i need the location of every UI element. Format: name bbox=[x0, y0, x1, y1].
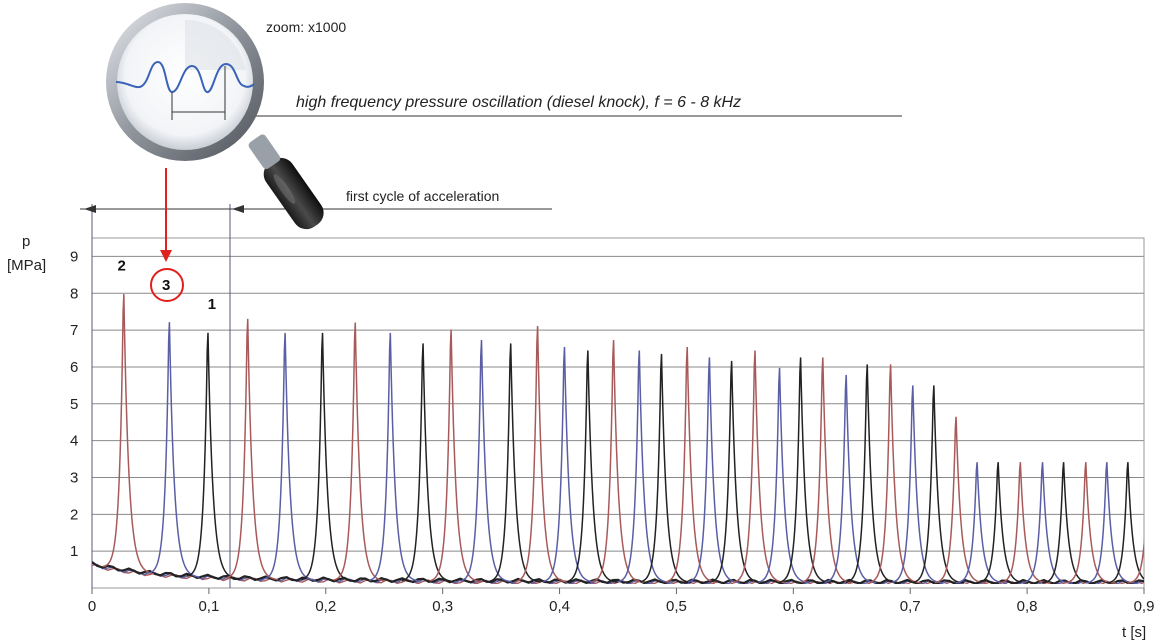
cycle-boundary-lines bbox=[91, 204, 231, 588]
pressure-peak bbox=[333, 322, 386, 582]
zoomed-oscillation-curve bbox=[115, 60, 255, 94]
magnifier-icon bbox=[106, 3, 324, 230]
y-tick-label: 1 bbox=[70, 543, 78, 560]
pressure-peak bbox=[460, 339, 512, 583]
x-tick-label: 0,6 bbox=[783, 598, 804, 615]
grid-lines bbox=[91, 237, 1145, 589]
y-tick-label: 5 bbox=[70, 396, 78, 413]
y-tick-label: 4 bbox=[70, 433, 78, 450]
pressure-peak bbox=[758, 367, 810, 584]
pressure-peak bbox=[617, 350, 670, 584]
pressure-peak bbox=[801, 357, 854, 584]
pressure-peak bbox=[102, 294, 155, 575]
x-tick-label: 0,2 bbox=[315, 598, 336, 615]
zoom-pointer-arrow bbox=[160, 168, 172, 262]
pressure-peak bbox=[1106, 462, 1144, 584]
y-axis-label: p [MPa] bbox=[7, 233, 46, 274]
x-axis-label: t [s] bbox=[1122, 624, 1146, 641]
pressure-traces bbox=[92, 294, 1144, 584]
pressure-peak bbox=[869, 364, 921, 584]
pressure-peak bbox=[891, 385, 944, 584]
x-tick-label: 0,1 bbox=[198, 598, 219, 615]
pressure-peak bbox=[429, 329, 482, 583]
pressure-peak bbox=[779, 357, 831, 584]
pressure-peak bbox=[1064, 462, 1116, 584]
pressure-peak bbox=[687, 357, 740, 584]
pressure-peak bbox=[592, 339, 644, 583]
pressure-peak bbox=[733, 350, 786, 584]
pressure-peak bbox=[543, 346, 595, 583]
pressure-peak bbox=[640, 353, 692, 584]
y-tick-label: 7 bbox=[70, 322, 78, 339]
pressure-peak bbox=[147, 322, 200, 578]
zoom-label: zoom: x1000 bbox=[266, 19, 346, 35]
peak-label: 1 bbox=[208, 296, 216, 313]
pressure-peak bbox=[1127, 537, 1144, 584]
pressure-peak bbox=[710, 360, 762, 584]
pressure-peak bbox=[824, 374, 877, 584]
pressure-peak bbox=[1042, 462, 1094, 584]
pressure-peak bbox=[301, 332, 353, 582]
x-tick-label: 0,3 bbox=[432, 598, 453, 615]
pressure-peak bbox=[912, 385, 965, 584]
pressure-peak bbox=[1085, 462, 1138, 584]
peak-labels: 2 3 1 bbox=[118, 258, 217, 314]
pressure-peak bbox=[401, 343, 454, 583]
pressure-peak bbox=[998, 462, 1051, 584]
pressure-peak bbox=[368, 332, 421, 582]
pressure-peak bbox=[263, 332, 316, 581]
pressure-peak bbox=[489, 343, 541, 583]
x-tick-label: 0,4 bbox=[549, 598, 570, 615]
peak-label: 2 bbox=[118, 258, 126, 275]
pressure-peak bbox=[665, 346, 718, 584]
y-tick-label: 3 bbox=[70, 469, 78, 486]
pressure-peak bbox=[845, 364, 898, 584]
first-cycle-label: first cycle of acceleration bbox=[346, 188, 499, 204]
x-tick-label: 0,8 bbox=[1017, 598, 1038, 615]
highlight-circle bbox=[150, 268, 184, 302]
y-tick-label: 2 bbox=[70, 506, 78, 523]
oscillation-annotation: high frequency pressure oscillation (die… bbox=[172, 94, 902, 120]
x-tick-label: 0,7 bbox=[900, 598, 921, 615]
x-tick-label: 0 bbox=[88, 598, 96, 615]
pressure-peak bbox=[976, 462, 1029, 584]
y-axis-ticks: 1 2 3 4 5 6 7 8 9 bbox=[70, 248, 78, 560]
x-tick-label: 0,9 bbox=[1134, 598, 1155, 615]
pressure-peak bbox=[566, 350, 619, 583]
pressure-peak bbox=[934, 416, 987, 584]
pressure-peak bbox=[516, 325, 568, 583]
x-axis-ticks: 0 0,1 0,2 0,3 0,4 0,5 0,6 0,7 0,8 0,9 bbox=[88, 588, 1155, 615]
peak-label: 3 bbox=[162, 277, 170, 294]
pressure-peak bbox=[955, 462, 1008, 584]
y-tick-label: 9 bbox=[70, 248, 78, 265]
pressure-peak bbox=[1021, 462, 1073, 584]
y-tick-label: 6 bbox=[70, 359, 78, 376]
pressure-peak bbox=[226, 318, 278, 581]
x-tick-label: 0,5 bbox=[666, 598, 687, 615]
y-tick-label: 8 bbox=[70, 285, 78, 302]
oscillation-label: high frequency pressure oscillation (die… bbox=[296, 94, 741, 111]
